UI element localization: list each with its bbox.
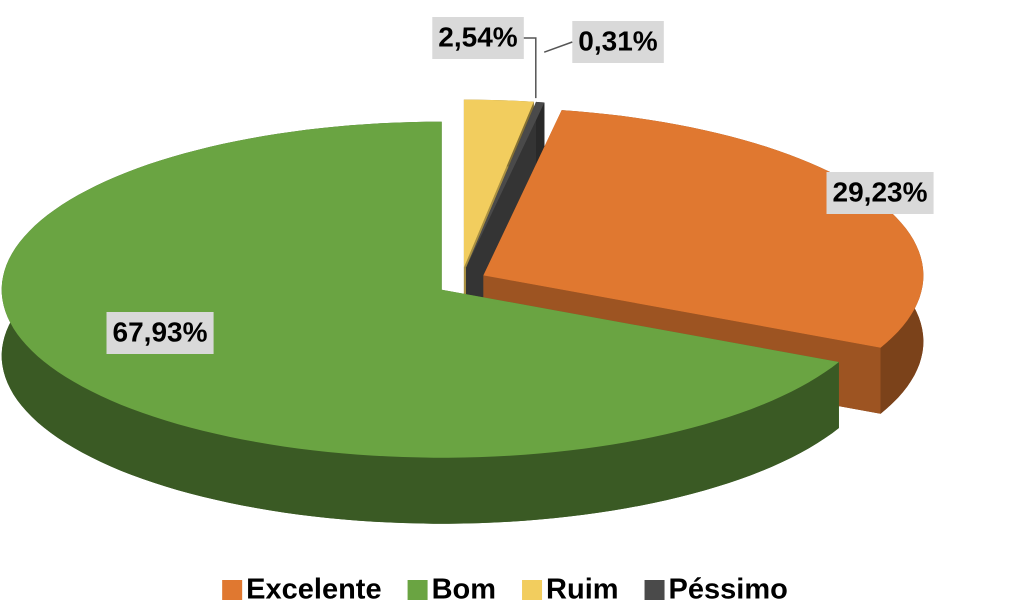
legend-label: Péssimo: [669, 574, 788, 606]
label-box: [432, 17, 524, 59]
slice-top: [1, 121, 839, 458]
legend-swatch: [644, 580, 665, 600]
leader-line: [543, 41, 573, 53]
slice: [1, 121, 839, 524]
legend-swatch: [407, 580, 428, 600]
leader-line: [523, 37, 537, 99]
label-box: [826, 172, 934, 214]
data-label: 0,31%: [578, 25, 657, 56]
label-box: [572, 21, 664, 63]
slice-top: [463, 99, 534, 268]
legend: Excelente Bom Ruim Péssimo: [222, 574, 788, 606]
label-box: [106, 312, 214, 354]
data-label: 29,23%: [833, 176, 928, 207]
legend-label: Bom: [432, 574, 496, 606]
legend-label: Excelente: [246, 574, 381, 606]
slice-top: [483, 110, 924, 348]
slice-top: [466, 101, 545, 268]
legend-swatch: [522, 580, 543, 600]
data-label: 2,54%: [438, 21, 517, 52]
legend-swatch: [222, 580, 243, 600]
legend-label: Ruim: [546, 574, 619, 606]
data-label: 67,93%: [113, 316, 208, 347]
